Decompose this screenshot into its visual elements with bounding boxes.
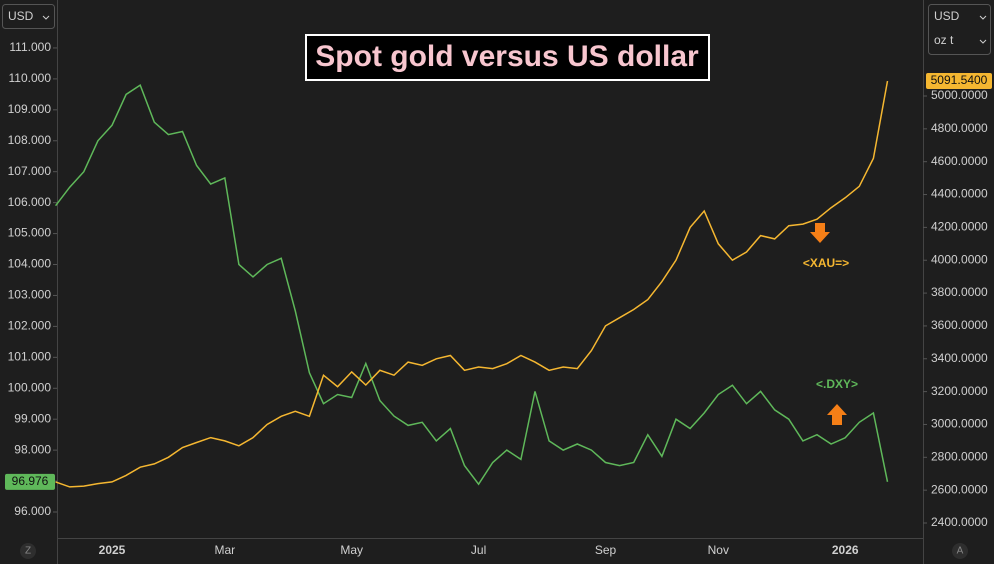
x-tick-label: May — [340, 543, 363, 557]
price-tag — [5, 473, 55, 490]
y2-tick-label: 4800.0000 — [931, 121, 988, 135]
y2-tick-label: 3200.0000 — [931, 384, 988, 398]
x-tick-label: Nov — [708, 543, 729, 557]
y-tick-label: 106.000 — [8, 195, 52, 209]
series-annotation: <.DXY> — [816, 377, 858, 391]
price-tag — [926, 72, 992, 89]
a-button[interactable] — [952, 543, 968, 559]
y2-tick-label: 3400.0000 — [931, 351, 988, 365]
z-button-label: Z — [25, 546, 31, 557]
x-tick-label: Jul — [471, 543, 486, 557]
y2-tick-label: 4600.0000 — [931, 154, 988, 168]
y2-tick-label: 2600.0000 — [931, 482, 988, 496]
x-tick-label: Sep — [595, 543, 617, 557]
series-line — [55, 80, 889, 488]
y-tick-label: 98.000 — [14, 442, 51, 456]
y2-tick-label: 4200.0000 — [931, 220, 988, 234]
a-button-label: A — [957, 546, 964, 557]
y-tick-label: 109.000 — [8, 102, 52, 116]
y-tick-label: 105.000 — [8, 226, 52, 240]
y-tick-label: 99.000 — [14, 411, 51, 425]
chevron — [979, 15, 987, 20]
arrow-up — [827, 404, 847, 425]
right-unit: oz t — [934, 33, 954, 47]
currency-select[interactable] — [2, 4, 55, 29]
y2-tick-label: 5000.0000 — [931, 88, 988, 102]
series-annotation: <XAU=> — [803, 256, 849, 270]
z-button[interactable] — [20, 543, 36, 559]
y2-tick-label: 2800.0000 — [931, 449, 988, 463]
y-tick-label: 110.000 — [9, 71, 52, 85]
x-tick-label: Mar — [214, 543, 235, 557]
chart-title: Spot gold versus US dollar — [315, 40, 699, 73]
y-tick-label: 102.000 — [8, 319, 52, 333]
y-tick-label: 103.000 — [8, 288, 52, 302]
x-tick-label: 2025 — [99, 543, 126, 557]
y-tick-label: 107.000 — [8, 164, 52, 178]
y2-tick-label: 4400.0000 — [931, 187, 988, 201]
y-tick-label: 111.000 — [9, 40, 51, 54]
left-currency: USD — [8, 9, 34, 23]
x-tick-label: 2026 — [832, 543, 859, 557]
series-line — [55, 83, 889, 486]
title-box — [305, 34, 710, 81]
y2-tick-label: 3000.0000 — [931, 417, 988, 431]
y-tick-label: 100.000 — [8, 380, 52, 394]
y-tick-label: 108.000 — [8, 133, 52, 147]
price-tag-label: 96.976 — [12, 474, 49, 488]
y-tick-label: 96.000 — [14, 504, 51, 518]
y-tick-label: 101.000 — [8, 349, 52, 363]
chevron — [979, 39, 987, 44]
y2-tick-label: 4000.0000 — [931, 252, 988, 266]
y2-tick-label: 3600.0000 — [931, 318, 988, 332]
y2-tick-label: 3800.0000 — [931, 285, 988, 299]
price-tag-label: 5091.5400 — [931, 73, 988, 87]
y-tick-label: 104.000 — [8, 257, 52, 271]
unit-select[interactable] — [928, 4, 991, 55]
chevron — [42, 15, 50, 20]
right-currency: USD — [934, 9, 960, 23]
arrow-down — [810, 223, 830, 243]
y2-tick-label: 2400.0000 — [931, 515, 988, 529]
